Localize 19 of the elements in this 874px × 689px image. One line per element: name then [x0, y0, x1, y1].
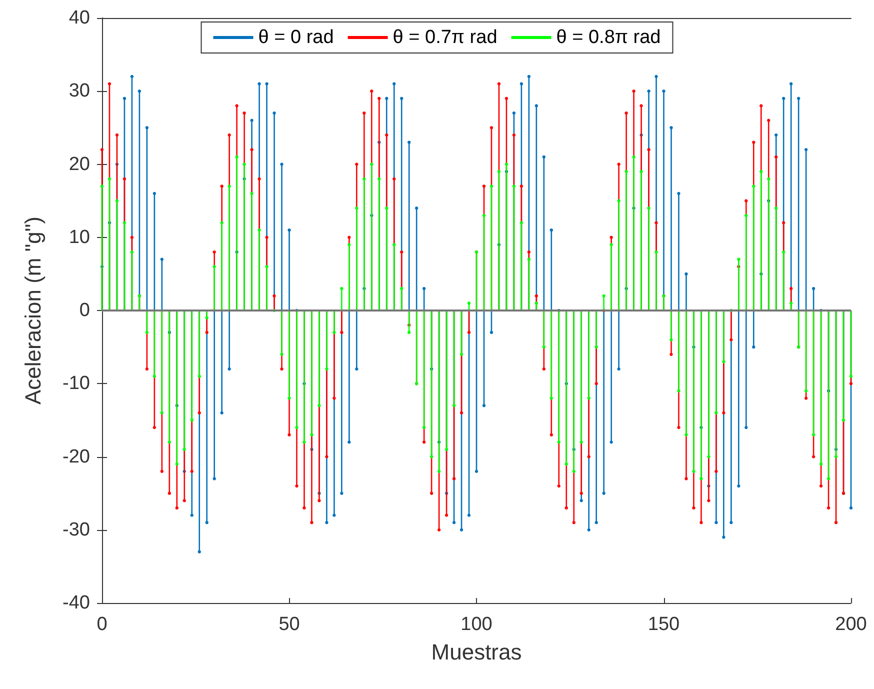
legend-label: θ = 0 rad [258, 27, 334, 48]
x-tick-label: 100 [460, 614, 492, 635]
x-tick-label: 50 [278, 614, 300, 635]
y-tick-label: 30 [68, 80, 90, 102]
legend-label: θ = 0.8π rad [556, 27, 661, 48]
x-tick-label: 0 [96, 614, 108, 635]
x-tick-label: 150 [648, 614, 680, 635]
y-tick-label: -40 [62, 592, 90, 614]
y-tick-label: 40 [68, 8, 90, 28]
x-tick-label: 200 [835, 614, 867, 635]
y-tick-label: 20 [68, 154, 90, 175]
x-axis-title: Muestras [431, 640, 522, 664]
y-tick-label: -30 [62, 519, 90, 540]
y-tick-label: 0 [79, 300, 90, 321]
legend-label: θ = 0.7π rad [392, 27, 498, 48]
y-axis-title: Aceleracion (m "g") [20, 216, 46, 405]
y-tick-label: -10 [62, 373, 90, 394]
y-tick-label: -20 [62, 446, 90, 468]
y-tick-label: 10 [68, 226, 90, 248]
